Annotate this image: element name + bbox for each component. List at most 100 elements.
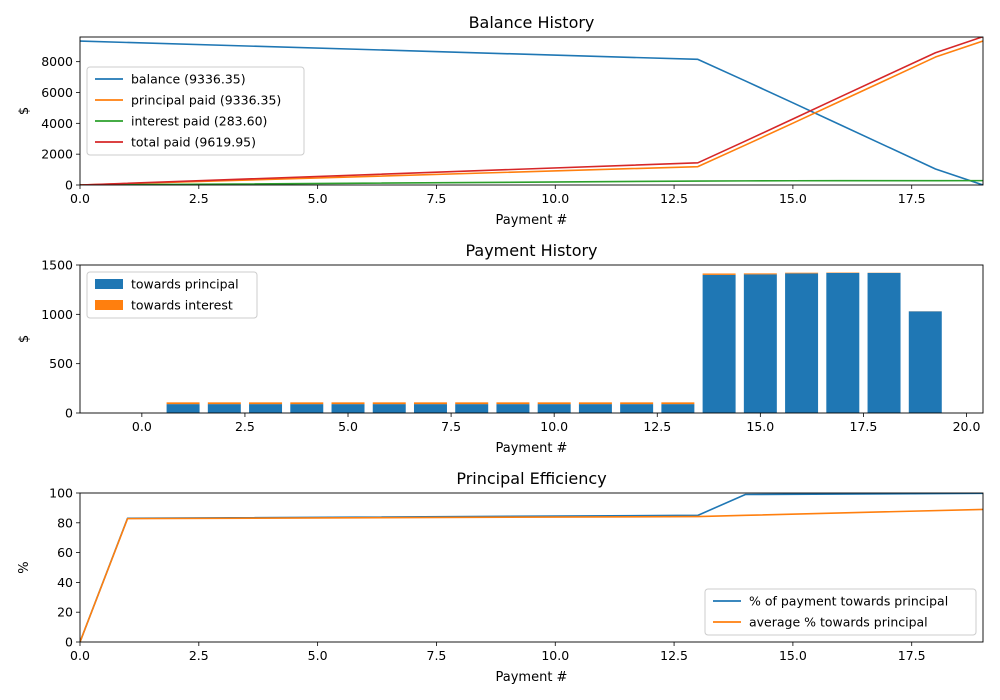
- legend-label: interest paid (283.60): [131, 114, 267, 129]
- x-tick-label: 7.5: [427, 191, 447, 206]
- y-tick-label: 2000: [41, 147, 73, 162]
- x-tick-label: 20.0: [953, 419, 981, 434]
- chart-title: Balance History: [469, 13, 595, 32]
- bar: [413, 402, 447, 405]
- x-tick-label: 2.5: [189, 648, 209, 663]
- legend-label: towards interest: [131, 298, 233, 313]
- bar: [661, 404, 695, 413]
- x-tick-label: 5.0: [338, 419, 358, 434]
- x-axis-label: Payment #: [496, 213, 568, 228]
- y-tick-label: 1000: [41, 307, 73, 322]
- legend-box: [86, 271, 258, 319]
- legend: % of payment towards principal average % …: [704, 588, 977, 636]
- bar: [785, 272, 819, 274]
- y-tick-label: 60: [57, 545, 73, 560]
- chart-title: Principal Efficiency: [456, 469, 606, 488]
- axes-frame: [79, 492, 984, 643]
- y-tick-label: 80: [57, 515, 73, 530]
- y-axis-label: %: [17, 561, 32, 573]
- legend-label: balance (9336.35): [131, 72, 246, 87]
- y-tick-label: 6000: [41, 85, 73, 100]
- bar: [661, 402, 695, 405]
- x-tick-label: 12.5: [660, 191, 688, 206]
- y-tick-label: 1500: [41, 258, 73, 273]
- bar: [249, 402, 283, 405]
- legend-box: [704, 588, 977, 636]
- balance-history-chart: Balance History Payment # $ 0.0 2.5 5.0 7.5…: [17, 13, 984, 228]
- x-axis-label: Payment #: [496, 441, 568, 456]
- bar: [826, 272, 860, 413]
- bar: [290, 402, 324, 405]
- x-tick-label: 17.5: [898, 648, 926, 663]
- bar: [166, 404, 200, 413]
- x-tick-label: 15.0: [779, 648, 807, 663]
- legend-label: average % towards principal: [749, 615, 928, 630]
- x-tick-label: 10.0: [540, 419, 568, 434]
- x-tick-label: 2.5: [235, 419, 255, 434]
- legend: balance (9336.35) principal paid (9336.35…: [86, 66, 305, 156]
- x-tick-label: 7.5: [441, 419, 461, 434]
- axes-frame: [79, 36, 984, 186]
- bar: [620, 402, 654, 405]
- plot-area: [166, 272, 942, 413]
- bar: [331, 402, 365, 405]
- x-tick-label: 10.0: [541, 191, 569, 206]
- x-tick-label: 17.5: [898, 191, 926, 206]
- x-tick-label: 5.0: [308, 648, 328, 663]
- y-tick-label: 0: [65, 178, 73, 193]
- x-tick-label: 17.5: [850, 419, 878, 434]
- chart-title: Payment History: [465, 241, 597, 260]
- plot-area: [80, 493, 983, 642]
- legend-swatch: [95, 279, 123, 289]
- x-tick-label: 2.5: [189, 191, 209, 206]
- y-tick-label: 0: [65, 406, 73, 421]
- bar: [578, 402, 612, 405]
- x-tick-label: 12.5: [643, 419, 671, 434]
- x-tick-label: 15.0: [746, 419, 774, 434]
- y-axis-label: $: [17, 107, 32, 115]
- legend-label: % of payment towards principal: [749, 594, 948, 609]
- bar: [413, 404, 447, 413]
- bar: [702, 273, 736, 275]
- bar: [166, 402, 200, 405]
- series-line: [80, 179, 983, 185]
- y-axis-label: $: [17, 335, 32, 343]
- series-line: [80, 508, 983, 642]
- y-tick-label: 20: [57, 605, 73, 620]
- x-tick-label: 12.5: [660, 648, 688, 663]
- bar: [496, 404, 530, 413]
- bar: [455, 404, 489, 413]
- legend-label: principal paid (9336.35): [131, 93, 281, 108]
- plot-area: [80, 37, 983, 185]
- x-tick-label: 10.0: [541, 648, 569, 663]
- y-tick-label: 8000: [41, 54, 73, 69]
- y-tick-label: 0: [65, 635, 73, 650]
- bar: [578, 404, 612, 413]
- principal-efficiency-chart: Principal Efficiency Payment # % 0.0 2.5 5…: [17, 469, 984, 685]
- bar: [743, 273, 777, 275]
- legend: towards principal towards interest: [86, 271, 258, 319]
- legend-label: total paid (9619.95): [131, 135, 256, 150]
- bar: [249, 404, 283, 413]
- bar: [290, 404, 324, 413]
- bar: [331, 404, 365, 413]
- bar: [372, 402, 406, 405]
- bar: [537, 404, 571, 413]
- bar: [620, 404, 654, 413]
- bar: [908, 311, 942, 413]
- y-tick-label: 500: [49, 356, 73, 371]
- bar: [743, 274, 777, 413]
- legend-box: [86, 66, 305, 156]
- y-tick-label: 40: [57, 575, 73, 590]
- series-line: [80, 40, 983, 185]
- y-tick-label: 100: [49, 486, 73, 501]
- bar: [785, 273, 819, 413]
- x-tick-label: 5.0: [308, 191, 328, 206]
- bar: [537, 402, 571, 405]
- x-axis-label: Payment #: [496, 670, 568, 685]
- legend-label: towards principal: [131, 277, 239, 292]
- x-tick-label: 0.0: [70, 191, 90, 206]
- bar: [702, 274, 736, 413]
- x-tick-label: 0.0: [132, 419, 152, 434]
